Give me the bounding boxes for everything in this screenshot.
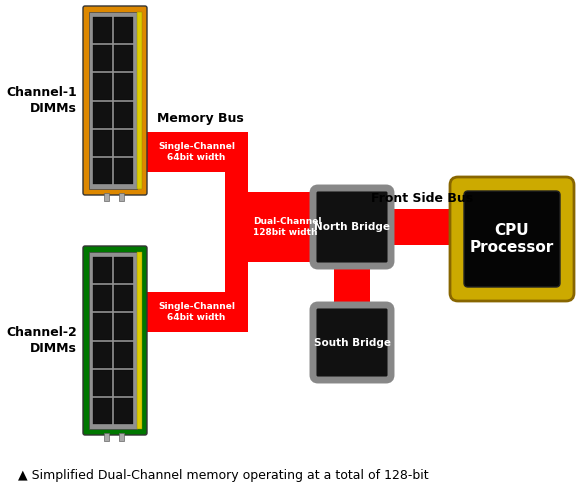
FancyBboxPatch shape <box>450 177 574 301</box>
Bar <box>93 17 112 43</box>
Bar <box>93 158 112 184</box>
Bar <box>137 252 142 429</box>
Text: Single-Channel
64bit width: Single-Channel 64bit width <box>158 142 235 162</box>
Bar <box>145 292 248 332</box>
Bar <box>114 17 133 43</box>
Text: CPU
Processor: CPU Processor <box>470 223 554 255</box>
FancyBboxPatch shape <box>83 246 147 435</box>
Text: Dual-Channel
128bit width: Dual-Channel 128bit width <box>253 218 321 236</box>
Bar <box>93 285 112 312</box>
Bar <box>114 398 133 424</box>
Bar <box>114 342 133 367</box>
Bar <box>137 12 142 189</box>
Bar <box>114 370 133 396</box>
Text: Single-Channel
64bit width: Single-Channel 64bit width <box>158 302 235 322</box>
Bar <box>118 433 124 441</box>
Bar <box>118 193 124 201</box>
Bar <box>93 398 112 424</box>
Bar <box>248 192 318 262</box>
Bar <box>93 370 112 396</box>
Bar <box>386 209 458 245</box>
Bar <box>93 102 112 128</box>
Text: South Bridge: South Bridge <box>313 338 391 347</box>
Bar <box>145 132 248 172</box>
Bar <box>93 342 112 367</box>
Bar <box>93 314 112 340</box>
Text: ▲ Simplified Dual-Channel memory operating at a total of 128-bit: ▲ Simplified Dual-Channel memory operati… <box>18 468 429 481</box>
FancyBboxPatch shape <box>313 188 391 266</box>
Text: Front Side Bus: Front Side Bus <box>371 192 473 205</box>
Bar <box>93 130 112 156</box>
Bar <box>93 74 112 100</box>
Text: Channel-1
DIMMs: Channel-1 DIMMs <box>6 86 77 115</box>
Text: Channel-2
DIMMs: Channel-2 DIMMs <box>6 326 77 354</box>
Bar <box>93 257 112 283</box>
Bar <box>89 252 137 429</box>
Bar <box>114 285 133 312</box>
FancyBboxPatch shape <box>83 6 147 195</box>
Bar <box>114 314 133 340</box>
Bar <box>114 130 133 156</box>
FancyBboxPatch shape <box>313 305 391 380</box>
Bar <box>334 261 370 310</box>
Text: North Bridge: North Bridge <box>314 222 390 232</box>
Bar <box>89 12 137 189</box>
Bar <box>93 45 112 72</box>
Bar <box>114 74 133 100</box>
Bar <box>114 102 133 128</box>
FancyBboxPatch shape <box>464 191 560 287</box>
Text: Memory Bus: Memory Bus <box>157 112 243 125</box>
Bar <box>225 132 248 332</box>
Bar <box>114 158 133 184</box>
Bar <box>114 45 133 72</box>
Bar <box>114 257 133 283</box>
Bar <box>103 433 109 441</box>
Bar <box>103 193 109 201</box>
